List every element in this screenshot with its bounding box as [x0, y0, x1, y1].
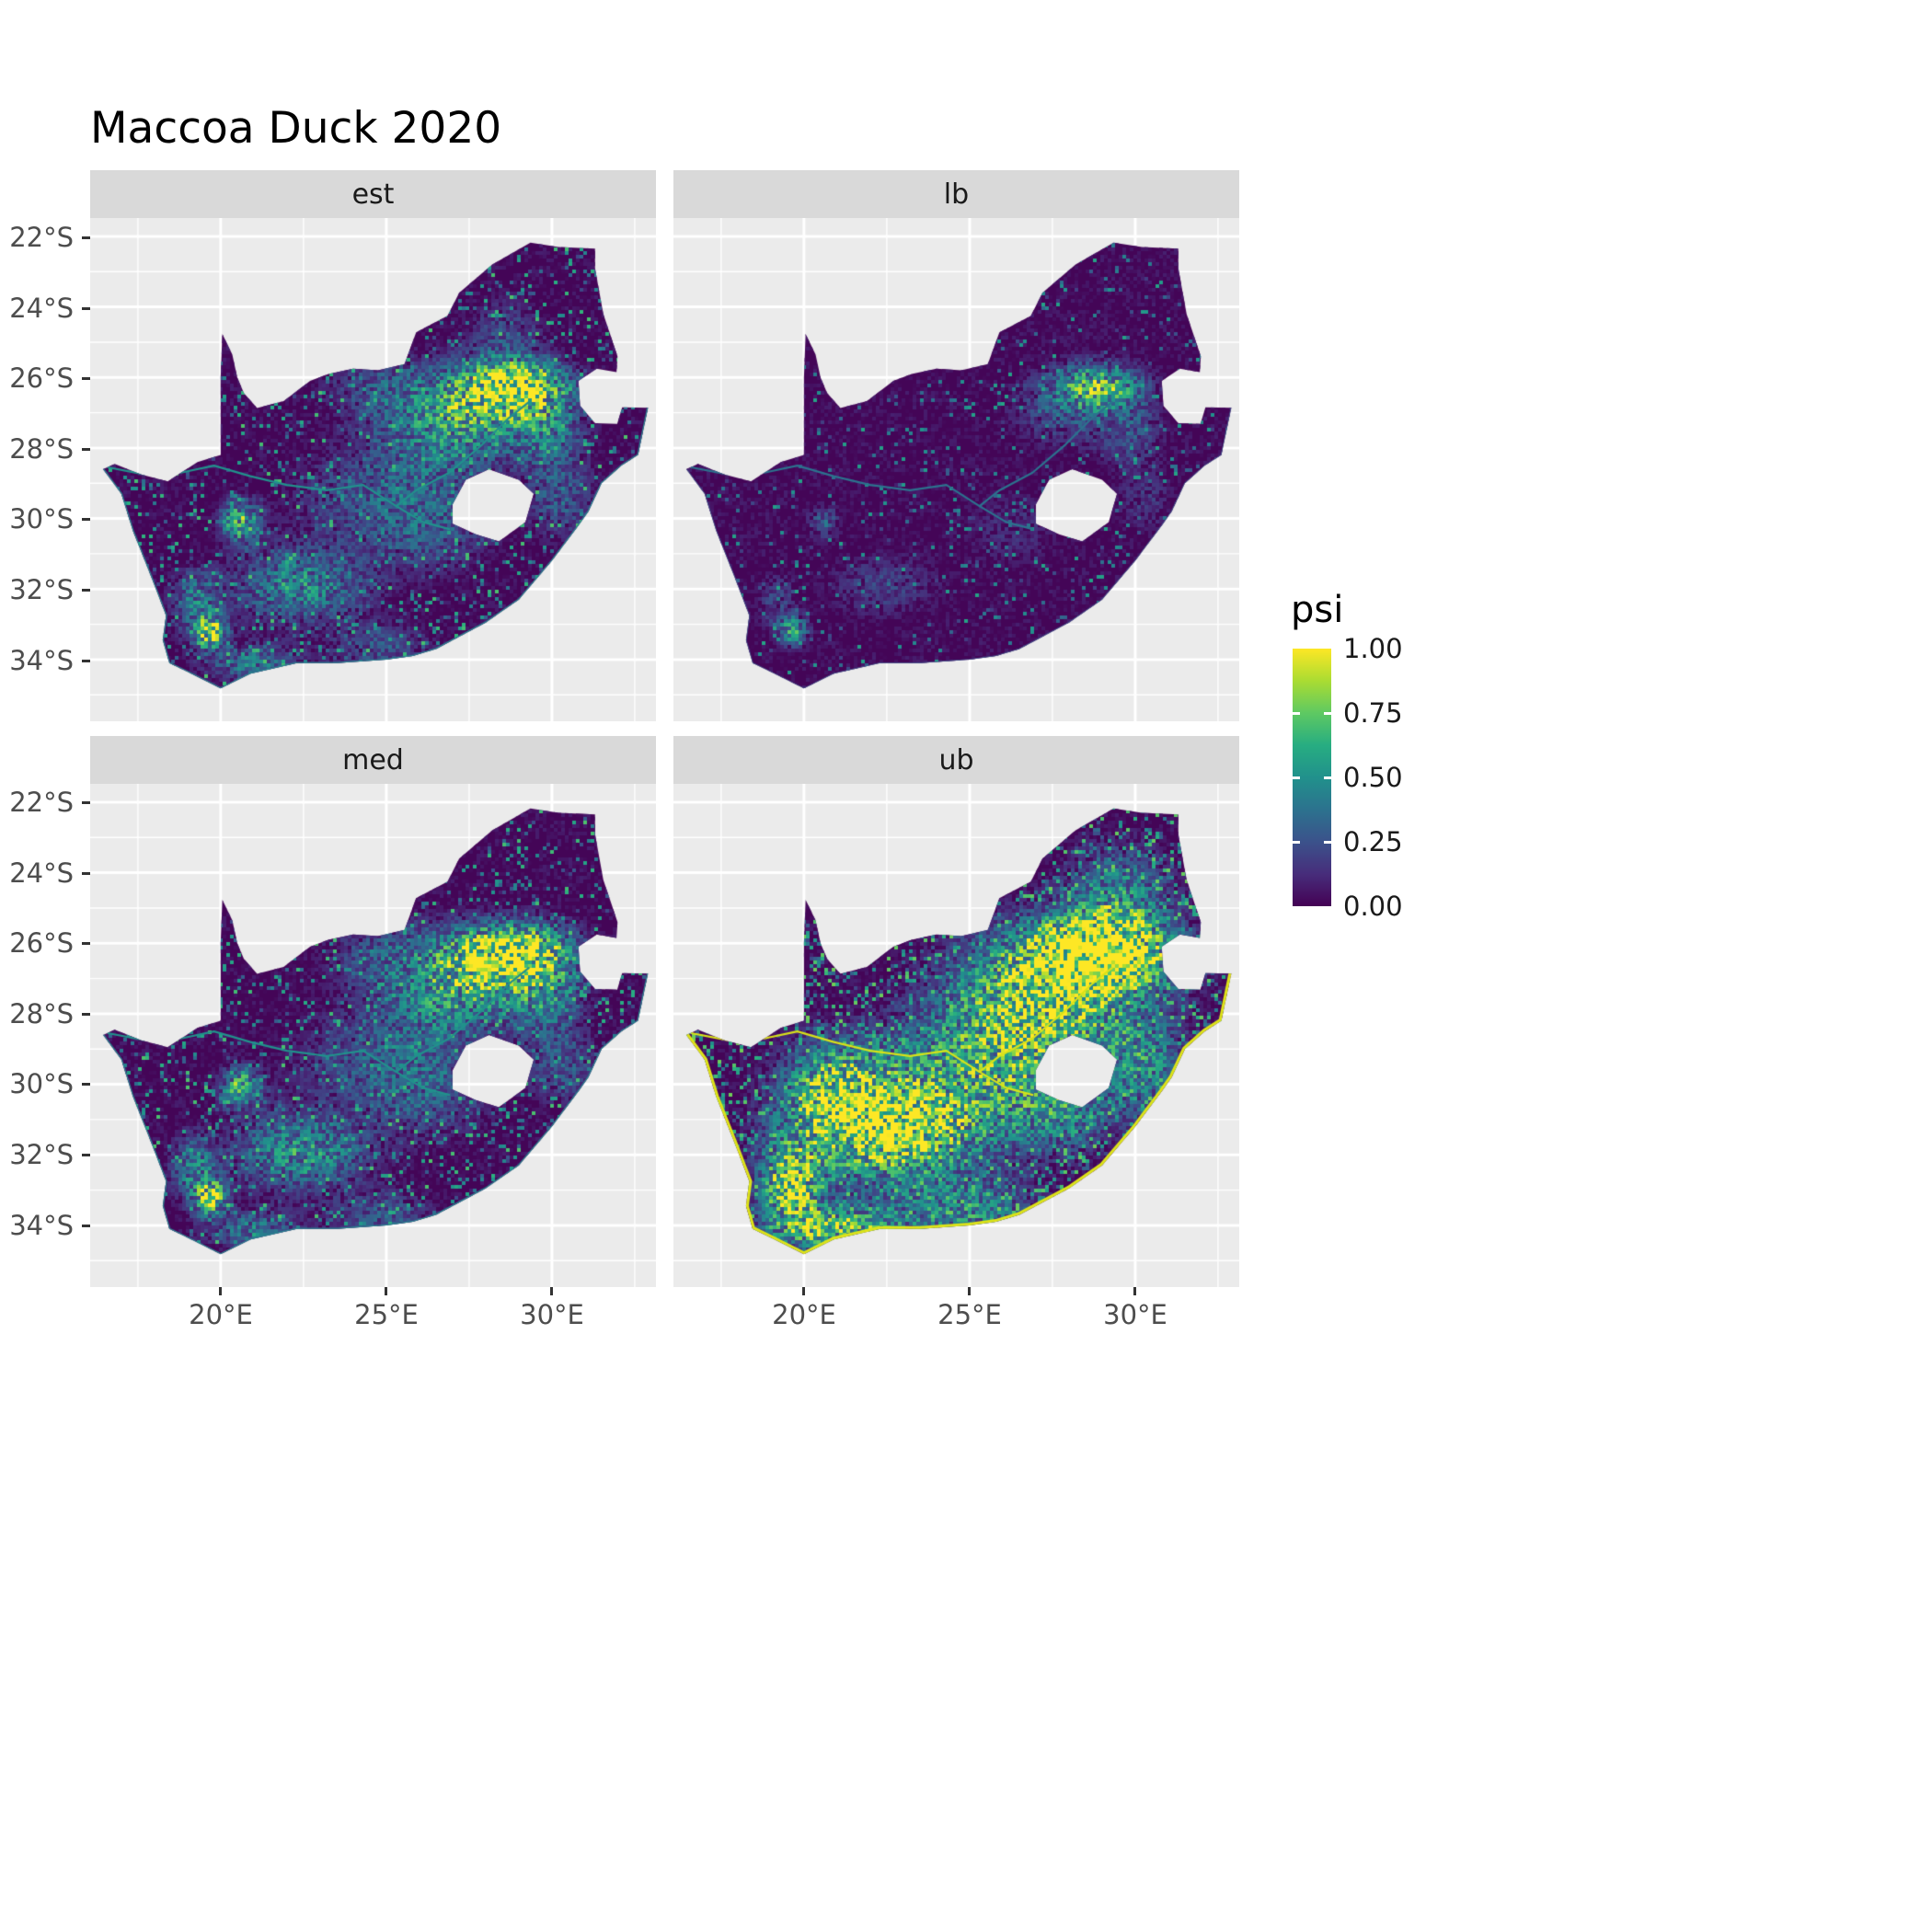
legend-tick-mark: [1293, 776, 1300, 779]
y-tick-label: 34°S: [9, 1210, 74, 1241]
x-tick-label: 25°E: [354, 1299, 419, 1330]
legend-label: 0.25: [1343, 826, 1403, 857]
y-tick-mark: [82, 660, 90, 662]
y-tick-label: 22°S: [9, 787, 74, 818]
x-tick-mark: [385, 1287, 387, 1295]
legend-label: 0.75: [1343, 697, 1403, 729]
facet-strip-med: med: [90, 736, 656, 784]
facet-strip-est: est: [90, 170, 656, 218]
x-tick-mark: [802, 1287, 805, 1295]
y-tick-mark: [82, 448, 90, 451]
x-tick-mark: [550, 1287, 553, 1295]
legend-tick-mark: [1324, 841, 1331, 844]
y-tick-label: 30°S: [9, 1068, 74, 1099]
x-tick-mark: [219, 1287, 222, 1295]
map-panel-est: [90, 218, 656, 721]
facet-label-est: est: [351, 178, 395, 211]
legend-label: 0.00: [1343, 891, 1403, 922]
legend-label: 0.50: [1343, 762, 1403, 793]
y-tick-mark: [82, 377, 90, 380]
y-tick-label: 24°S: [9, 293, 74, 324]
x-tick-mark: [1133, 1287, 1136, 1295]
y-tick-label: 30°S: [9, 503, 74, 535]
y-tick-mark: [82, 1013, 90, 1016]
facet-label-med: med: [342, 743, 404, 776]
facet-label-ub: ub: [938, 743, 974, 776]
map-panel-lb: [673, 218, 1239, 721]
y-tick-mark: [82, 942, 90, 945]
y-tick-label: 32°S: [9, 574, 74, 605]
y-tick-mark: [82, 518, 90, 521]
y-tick-mark: [82, 1225, 90, 1227]
y-tick-mark: [82, 1154, 90, 1156]
y-tick-mark: [82, 589, 90, 592]
x-tick-label: 20°E: [189, 1299, 253, 1330]
legend-tick-mark: [1324, 776, 1331, 779]
y-tick-label: 26°S: [9, 927, 74, 959]
map-panel-med: [90, 784, 656, 1287]
x-tick-label: 20°E: [772, 1299, 836, 1330]
y-tick-mark: [82, 236, 90, 239]
x-tick-label: 30°E: [520, 1299, 584, 1330]
x-tick-label: 25°E: [937, 1299, 1002, 1330]
y-tick-label: 22°S: [9, 222, 74, 253]
legend-tick-mark: [1293, 841, 1300, 844]
y-tick-mark: [82, 1083, 90, 1086]
legend-tick-mark: [1293, 712, 1300, 715]
facet-strip-ub: ub: [673, 736, 1239, 784]
facet-label-lb: lb: [943, 178, 970, 211]
map-panel-ub: [673, 784, 1239, 1287]
y-tick-label: 34°S: [9, 645, 74, 676]
legend-label: 1.00: [1343, 633, 1403, 664]
y-tick-label: 26°S: [9, 362, 74, 394]
facet-strip-lb: lb: [673, 170, 1239, 218]
y-tick-mark: [82, 872, 90, 875]
y-tick-label: 24°S: [9, 857, 74, 889]
y-tick-mark: [82, 307, 90, 310]
legend-title: psi: [1291, 589, 1344, 631]
plot-title: Maccoa Duck 2020: [90, 103, 502, 154]
x-tick-mark: [968, 1287, 971, 1295]
x-tick-label: 30°E: [1103, 1299, 1167, 1330]
y-tick-label: 32°S: [9, 1139, 74, 1170]
legend-tick-mark: [1324, 712, 1331, 715]
y-tick-mark: [82, 801, 90, 804]
y-tick-label: 28°S: [9, 433, 74, 465]
y-tick-label: 28°S: [9, 998, 74, 1029]
